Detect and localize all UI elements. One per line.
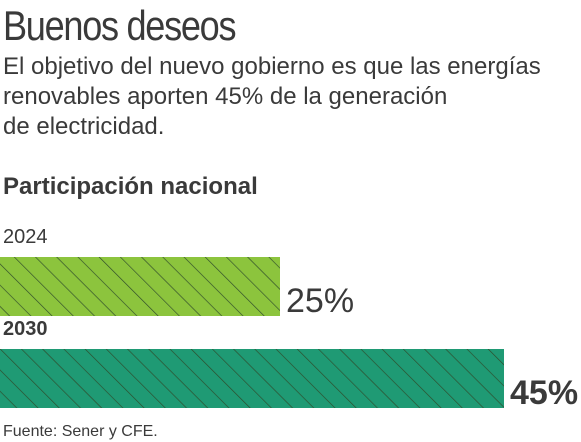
chart-subtitle: El objetivo del nuevo gobierno es que la…: [3, 52, 578, 142]
subtitle-line: de electricidad.: [3, 113, 165, 140]
bar-chart: 2024 25% 2030 45%: [0, 226, 578, 412]
value-label: 45%: [510, 374, 578, 412]
bar-2030: [0, 349, 504, 408]
subtitle-line: El objetivo del nuevo gobierno es que la…: [3, 53, 541, 80]
source-note: Fuente: Sener y CFE.: [3, 423, 158, 440]
section-title: Participación nacional: [3, 173, 258, 200]
bar-2024: [0, 257, 280, 316]
chart-title: Buenos deseos: [3, 2, 237, 49]
value-label: 25%: [286, 282, 354, 320]
subtitle-line: renovables aporten 45% de la generación: [3, 83, 448, 110]
category-label: 2030: [3, 318, 48, 340]
category-label: 2024: [3, 226, 48, 248]
